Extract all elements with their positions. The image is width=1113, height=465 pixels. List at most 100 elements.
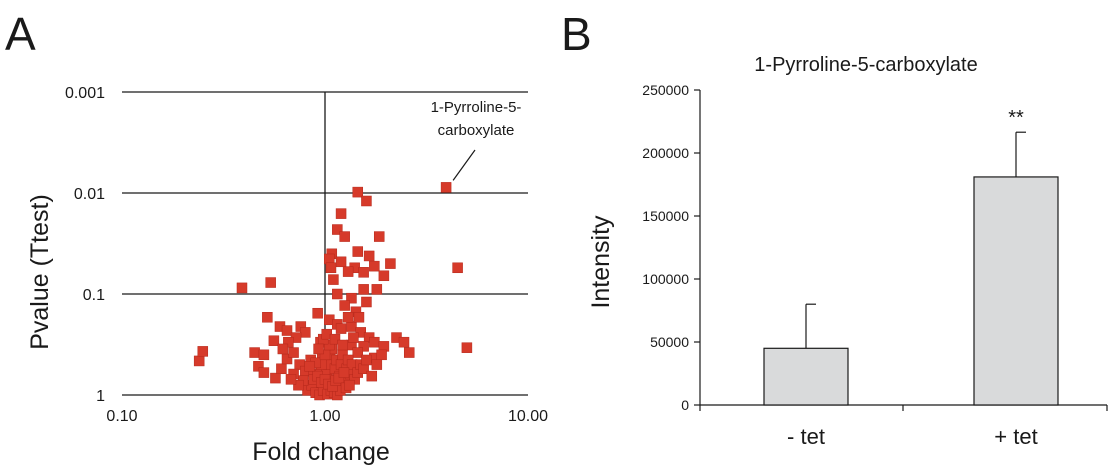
scatter-point	[346, 292, 357, 304]
scatter-point	[352, 186, 364, 198]
scatter-point	[249, 347, 260, 358]
bar-y-tick-label: 250000	[642, 82, 689, 98]
bar-y-tick-label: 200000	[642, 145, 689, 161]
bar-x-tick-labels: - tet + tet	[787, 424, 1038, 449]
scatter-point	[348, 332, 359, 343]
scatter-point	[285, 374, 297, 385]
scatter-point	[329, 333, 341, 345]
scatter-point	[236, 282, 248, 294]
scatter-point	[293, 379, 304, 391]
scatter-point	[193, 355, 205, 367]
scatter-x-tick-label: 1.00	[309, 408, 340, 425]
scatter-point	[371, 359, 383, 370]
scatter-point	[328, 274, 339, 285]
scatter-point	[332, 224, 343, 235]
scatter-point	[342, 266, 354, 277]
scatter-point	[369, 260, 380, 272]
scatter-point	[440, 182, 452, 193]
scatter-point	[325, 262, 337, 274]
scatter-point	[353, 312, 365, 323]
scatter-point	[335, 256, 347, 268]
significance-marker: **	[1008, 107, 1024, 129]
panel-a-letter: A	[5, 8, 36, 60]
scatter-point	[363, 250, 375, 262]
scatter-point	[361, 354, 372, 366]
annotation-label-line2: carboxylate	[438, 122, 515, 139]
scatter-y-tick-label: 0.001	[65, 85, 105, 102]
annotation-leader-line	[452, 149, 476, 181]
scatter-point	[335, 208, 347, 219]
scatter-point	[373, 231, 385, 242]
scatter-point	[281, 325, 293, 336]
bars: **	[763, 107, 1059, 406]
panel-b-letter: B	[561, 8, 592, 60]
scatter-point	[452, 262, 463, 274]
scatter-point	[276, 363, 287, 375]
scatter-point	[324, 339, 335, 351]
scatter-y-tick-labels: 0.001 0.01 0.1 1	[65, 85, 105, 405]
scatter-y-tick-label: 0.1	[83, 287, 105, 304]
bar-y-tick-label: 150000	[642, 208, 689, 224]
scatter-gridlines	[122, 91, 528, 396]
scatter-point	[265, 277, 276, 288]
scatter-point	[304, 361, 315, 372]
scatter-point	[338, 367, 350, 378]
scatter-point	[398, 336, 410, 348]
scatter-point	[352, 246, 364, 257]
bar-chart-title: 1-Pyrroline-5-carboxylate	[754, 54, 977, 76]
scatter-point	[332, 288, 343, 300]
bar-x-tick-label: + tet	[994, 424, 1037, 449]
scatter-x-axis-label: Fold change	[252, 438, 390, 465]
scatter-point	[262, 312, 273, 323]
scatter-x-tick-label: 0.10	[106, 408, 137, 425]
scatter-point	[277, 343, 289, 355]
scatter-point	[344, 379, 355, 391]
scatter-point	[342, 312, 354, 323]
bar	[763, 347, 849, 406]
scatter-point	[358, 284, 369, 295]
scatter-point	[283, 336, 294, 348]
scatter-point	[352, 347, 364, 358]
scatter-point	[358, 267, 369, 278]
scatter-y-tick-label: 0.01	[74, 186, 105, 203]
scatter-point	[403, 347, 415, 358]
scatter-point	[461, 342, 473, 353]
scatter-point	[335, 323, 347, 334]
scatter-point	[346, 321, 357, 332]
scatter-point	[253, 361, 264, 372]
scatter-point	[300, 327, 311, 338]
scatter-point	[369, 336, 380, 348]
bar-chart: 1-Pyrroline-5-carboxylate Intensity 0 500…	[587, 54, 1108, 449]
scatter-y-axis-label: Pvalue (Ttest)	[26, 194, 54, 350]
scatter-point	[270, 372, 281, 384]
scatter-points	[193, 182, 473, 401]
scatter-point	[371, 284, 383, 295]
bar-y-tick-label: 50000	[650, 334, 689, 350]
scatter-point	[358, 341, 369, 352]
scatter-point	[258, 367, 270, 378]
bar	[973, 176, 1059, 406]
scatter-point	[361, 195, 372, 207]
scatter-point	[376, 349, 387, 361]
scatter-y-tick-label: 1	[96, 388, 105, 405]
scatter-point	[361, 296, 372, 308]
scatter-point	[288, 347, 299, 358]
bar-y-axis-label: Intensity	[587, 215, 615, 309]
bar-y-tick-label: 0	[681, 397, 689, 413]
scatter-point	[268, 335, 280, 346]
scatter-point	[337, 339, 348, 351]
scatter-point	[385, 258, 396, 269]
bar-y-tick-label: 100000	[642, 271, 689, 287]
scatter-point	[339, 231, 350, 242]
scatter-point	[312, 307, 323, 319]
scatter-point	[366, 370, 378, 382]
scatter-point	[378, 270, 390, 282]
scatter-x-tick-label: 10.00	[508, 408, 548, 425]
scatter-x-tick-labels: 0.10 1.00 10.00	[106, 408, 548, 425]
scatter-point	[313, 343, 324, 355]
bar-y-tick-labels: 0 50000 100000 150000 200000 250000	[642, 82, 689, 413]
scatter-point	[258, 349, 270, 361]
